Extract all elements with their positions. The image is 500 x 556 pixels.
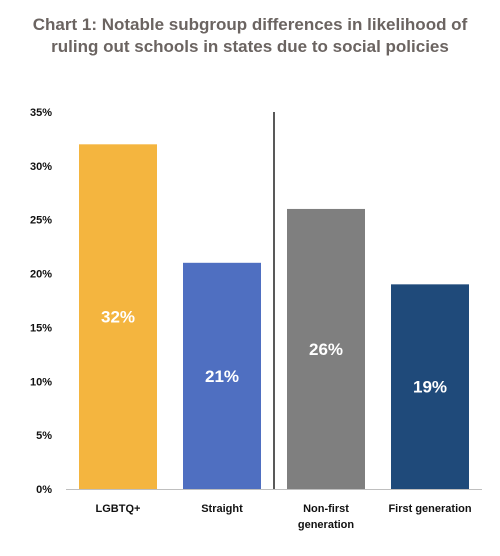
chart-title-line-2: ruling out schools in states due to soci… <box>51 37 449 56</box>
bar-data-label: 21% <box>205 367 239 386</box>
x-category-label: Straight <box>201 503 243 515</box>
bar <box>287 208 365 489</box>
bar-data-label: 26% <box>309 340 343 359</box>
bar <box>391 284 469 489</box>
chart-title-line-1: Chart 1: Notable subgroup differences in… <box>32 15 468 34</box>
y-tick-label: 25% <box>30 215 52 227</box>
x-category-label: generation <box>298 519 355 531</box>
y-tick-label: 10% <box>30 376 52 388</box>
y-tick-label: 0% <box>36 484 52 496</box>
y-tick-label: 30% <box>30 161 52 173</box>
bar <box>79 144 157 490</box>
x-category-label: First generation <box>388 503 471 515</box>
bar-data-label: 32% <box>101 308 135 327</box>
y-tick-label: 5% <box>36 430 52 442</box>
x-category-label: LGBTQ+ <box>96 503 141 515</box>
bar <box>183 262 261 489</box>
bar-data-label: 19% <box>413 378 447 397</box>
y-tick-label: 20% <box>30 269 52 281</box>
chart-title: Chart 1: Notable subgroup differences in… <box>0 14 500 58</box>
y-tick-label: 15% <box>30 322 52 334</box>
x-category-label: Non-first <box>303 503 349 515</box>
y-tick-label: 35% <box>30 107 52 119</box>
